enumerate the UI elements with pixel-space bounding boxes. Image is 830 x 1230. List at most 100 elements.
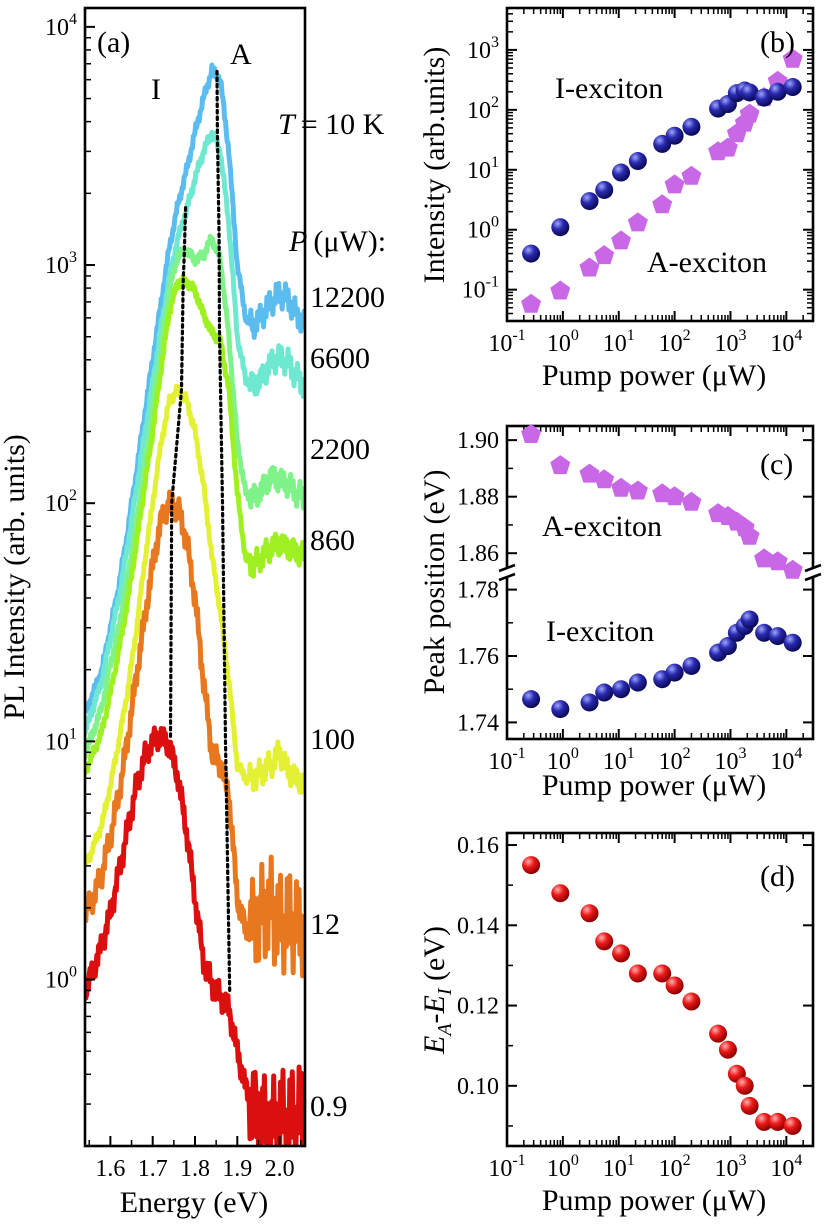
b-point-i-exciton — [755, 88, 774, 107]
b-point-a-exciton — [521, 293, 542, 313]
power-header-unit: (μW): — [313, 225, 386, 258]
b-xtick-label-1: 101 — [603, 327, 635, 357]
b-point-a-exciton — [739, 103, 760, 123]
spectrum-12 — [85, 489, 305, 979]
panel-d-xlabel: Pump power (μW) — [542, 1184, 766, 1217]
a-xtick-label-1.8: 1.8 — [180, 1156, 210, 1182]
d-point-energy-difference — [682, 992, 701, 1011]
c-point-a-exciton — [594, 469, 615, 489]
d-xtick-label-1-exponent: 1 — [627, 1152, 635, 1169]
a-ytick-label-0: 100 — [45, 964, 77, 994]
d-point-energy-difference — [595, 932, 614, 951]
d-xtick-label-0-mantissa: 10 — [547, 1156, 571, 1182]
b-xtick-label-0: 100 — [547, 327, 579, 357]
b-ytick-label-0: 100 — [467, 214, 499, 244]
c-ytick-label-1.86: 1.86 — [457, 541, 499, 567]
d-ytick-label-0.10: 0.10 — [457, 1074, 499, 1100]
panel-b-xlabel: Pump power (μW) — [542, 359, 766, 392]
a-ytick-label-3: 103 — [45, 249, 77, 279]
a-ytick-label-4: 104 — [45, 11, 77, 41]
b-xtick-label-2-mantissa: 10 — [659, 331, 683, 357]
panel-b-i-exciton-label: I-exciton — [555, 72, 663, 105]
guide-a-peak — [215, 68, 232, 992]
b-ytick-label-2: 102 — [467, 94, 499, 124]
b-xtick-label-4-exponent: 4 — [794, 327, 802, 344]
b-xtick-label-1-mantissa: 10 — [603, 331, 627, 357]
c-xtick-label--1-exponent: -1 — [512, 745, 525, 762]
panel-c-points — [521, 424, 803, 719]
a-ytick-label-1-mantissa: 10 — [45, 729, 69, 755]
d-point-energy-difference — [718, 1040, 737, 1059]
b-xtick-label-4-mantissa: 10 — [770, 331, 794, 357]
c-xtick-label-3-mantissa: 10 — [714, 749, 738, 775]
panel-a-peak-guides — [168, 68, 232, 992]
a-ytick-label-4-exponent: 4 — [69, 11, 77, 28]
d-point-energy-difference — [755, 1112, 774, 1131]
c-ytick-label-1.88: 1.88 — [457, 485, 499, 511]
c-point-i-exciton — [580, 693, 599, 712]
c-point-i-exciton — [665, 663, 684, 682]
panel-d-ylabel: EA-EI (eV) — [418, 926, 456, 1055]
c-ytick-label-1.90: 1.90 — [457, 428, 499, 454]
panel-c-label: (c) — [760, 448, 793, 481]
a-ytick-label-2-mantissa: 10 — [45, 491, 69, 517]
a-ytick-label-3-mantissa: 10 — [45, 253, 69, 279]
a-xtick-label-1.9: 1.9 — [222, 1156, 252, 1182]
power-label-12200: 12200 — [310, 281, 385, 314]
c-point-i-exciton — [628, 673, 647, 692]
c-point-i-exciton — [522, 690, 541, 709]
d-ytick-label-0.16: 0.16 — [457, 833, 499, 859]
b-point-i-exciton — [665, 126, 684, 145]
b-ytick-label--1: 10-1 — [462, 274, 499, 304]
ylabel-e-a: E — [418, 1036, 451, 1055]
c-ytick-label-1.74: 1.74 — [457, 710, 499, 736]
panel-a-spectra — [85, 62, 305, 1146]
c-point-i-exciton — [595, 683, 614, 702]
c-point-a-exciton — [681, 491, 702, 511]
panel-b-ylabel: Intensity (arb.units) — [418, 47, 451, 284]
b-point-a-exciton — [717, 137, 738, 157]
c-point-i-exciton — [718, 637, 737, 656]
b-point-i-exciton — [783, 78, 802, 97]
panel-a-ylabel: PL Intensity (arb. units) — [0, 434, 31, 720]
c-point-a-exciton — [767, 551, 788, 571]
d-point-energy-difference — [522, 856, 541, 875]
panel-c-a-exciton-label: A-exciton — [542, 510, 662, 543]
d-xtick-label-2: 102 — [659, 1152, 691, 1182]
b-point-i-exciton — [580, 192, 599, 211]
d-point-energy-difference — [580, 904, 599, 923]
peak-a-label: A — [230, 38, 252, 71]
power-header-symbol: P — [288, 225, 307, 258]
spectrum-0.9 — [85, 725, 305, 1146]
c-xtick-label--1: 10-1 — [488, 745, 525, 775]
c-xtick-label--1-mantissa: 10 — [488, 749, 512, 775]
power-label-100: 100 — [310, 723, 355, 756]
guide-i-peak — [168, 202, 188, 738]
power-label-0.9: 0.9 — [310, 1090, 348, 1123]
b-point-i-exciton — [740, 83, 759, 102]
d-point-energy-difference — [612, 944, 631, 963]
d-point-energy-difference — [735, 1076, 754, 1095]
a-ytick-label-3-exponent: 3 — [69, 249, 77, 266]
b-xtick-label--1: 10-1 — [488, 327, 525, 357]
c-xtick-label-2: 102 — [659, 745, 691, 775]
panel-b-label: (b) — [760, 26, 795, 59]
b-ytick-label-2-exponent: 2 — [491, 94, 499, 111]
b-xtick-label-3: 103 — [714, 327, 746, 357]
a-ytick-label-2-exponent: 2 — [69, 487, 77, 504]
d-point-energy-difference — [709, 1024, 728, 1043]
d-point-energy-difference — [551, 884, 570, 903]
c-point-a-exciton — [627, 480, 648, 500]
b-point-i-exciton — [628, 152, 647, 171]
d-xtick-label--1-mantissa: 10 — [488, 1156, 512, 1182]
a-ytick-label-0-exponent: 0 — [69, 964, 77, 981]
c-xtick-label-4-mantissa: 10 — [770, 749, 794, 775]
c-point-i-exciton — [755, 623, 774, 642]
b-xtick-label-2-exponent: 2 — [683, 327, 691, 344]
d-point-energy-difference — [740, 1096, 759, 1115]
panel-d-label: (d) — [760, 860, 795, 893]
c-xtick-label-1: 101 — [603, 745, 635, 775]
panel-d-points — [522, 856, 802, 1135]
